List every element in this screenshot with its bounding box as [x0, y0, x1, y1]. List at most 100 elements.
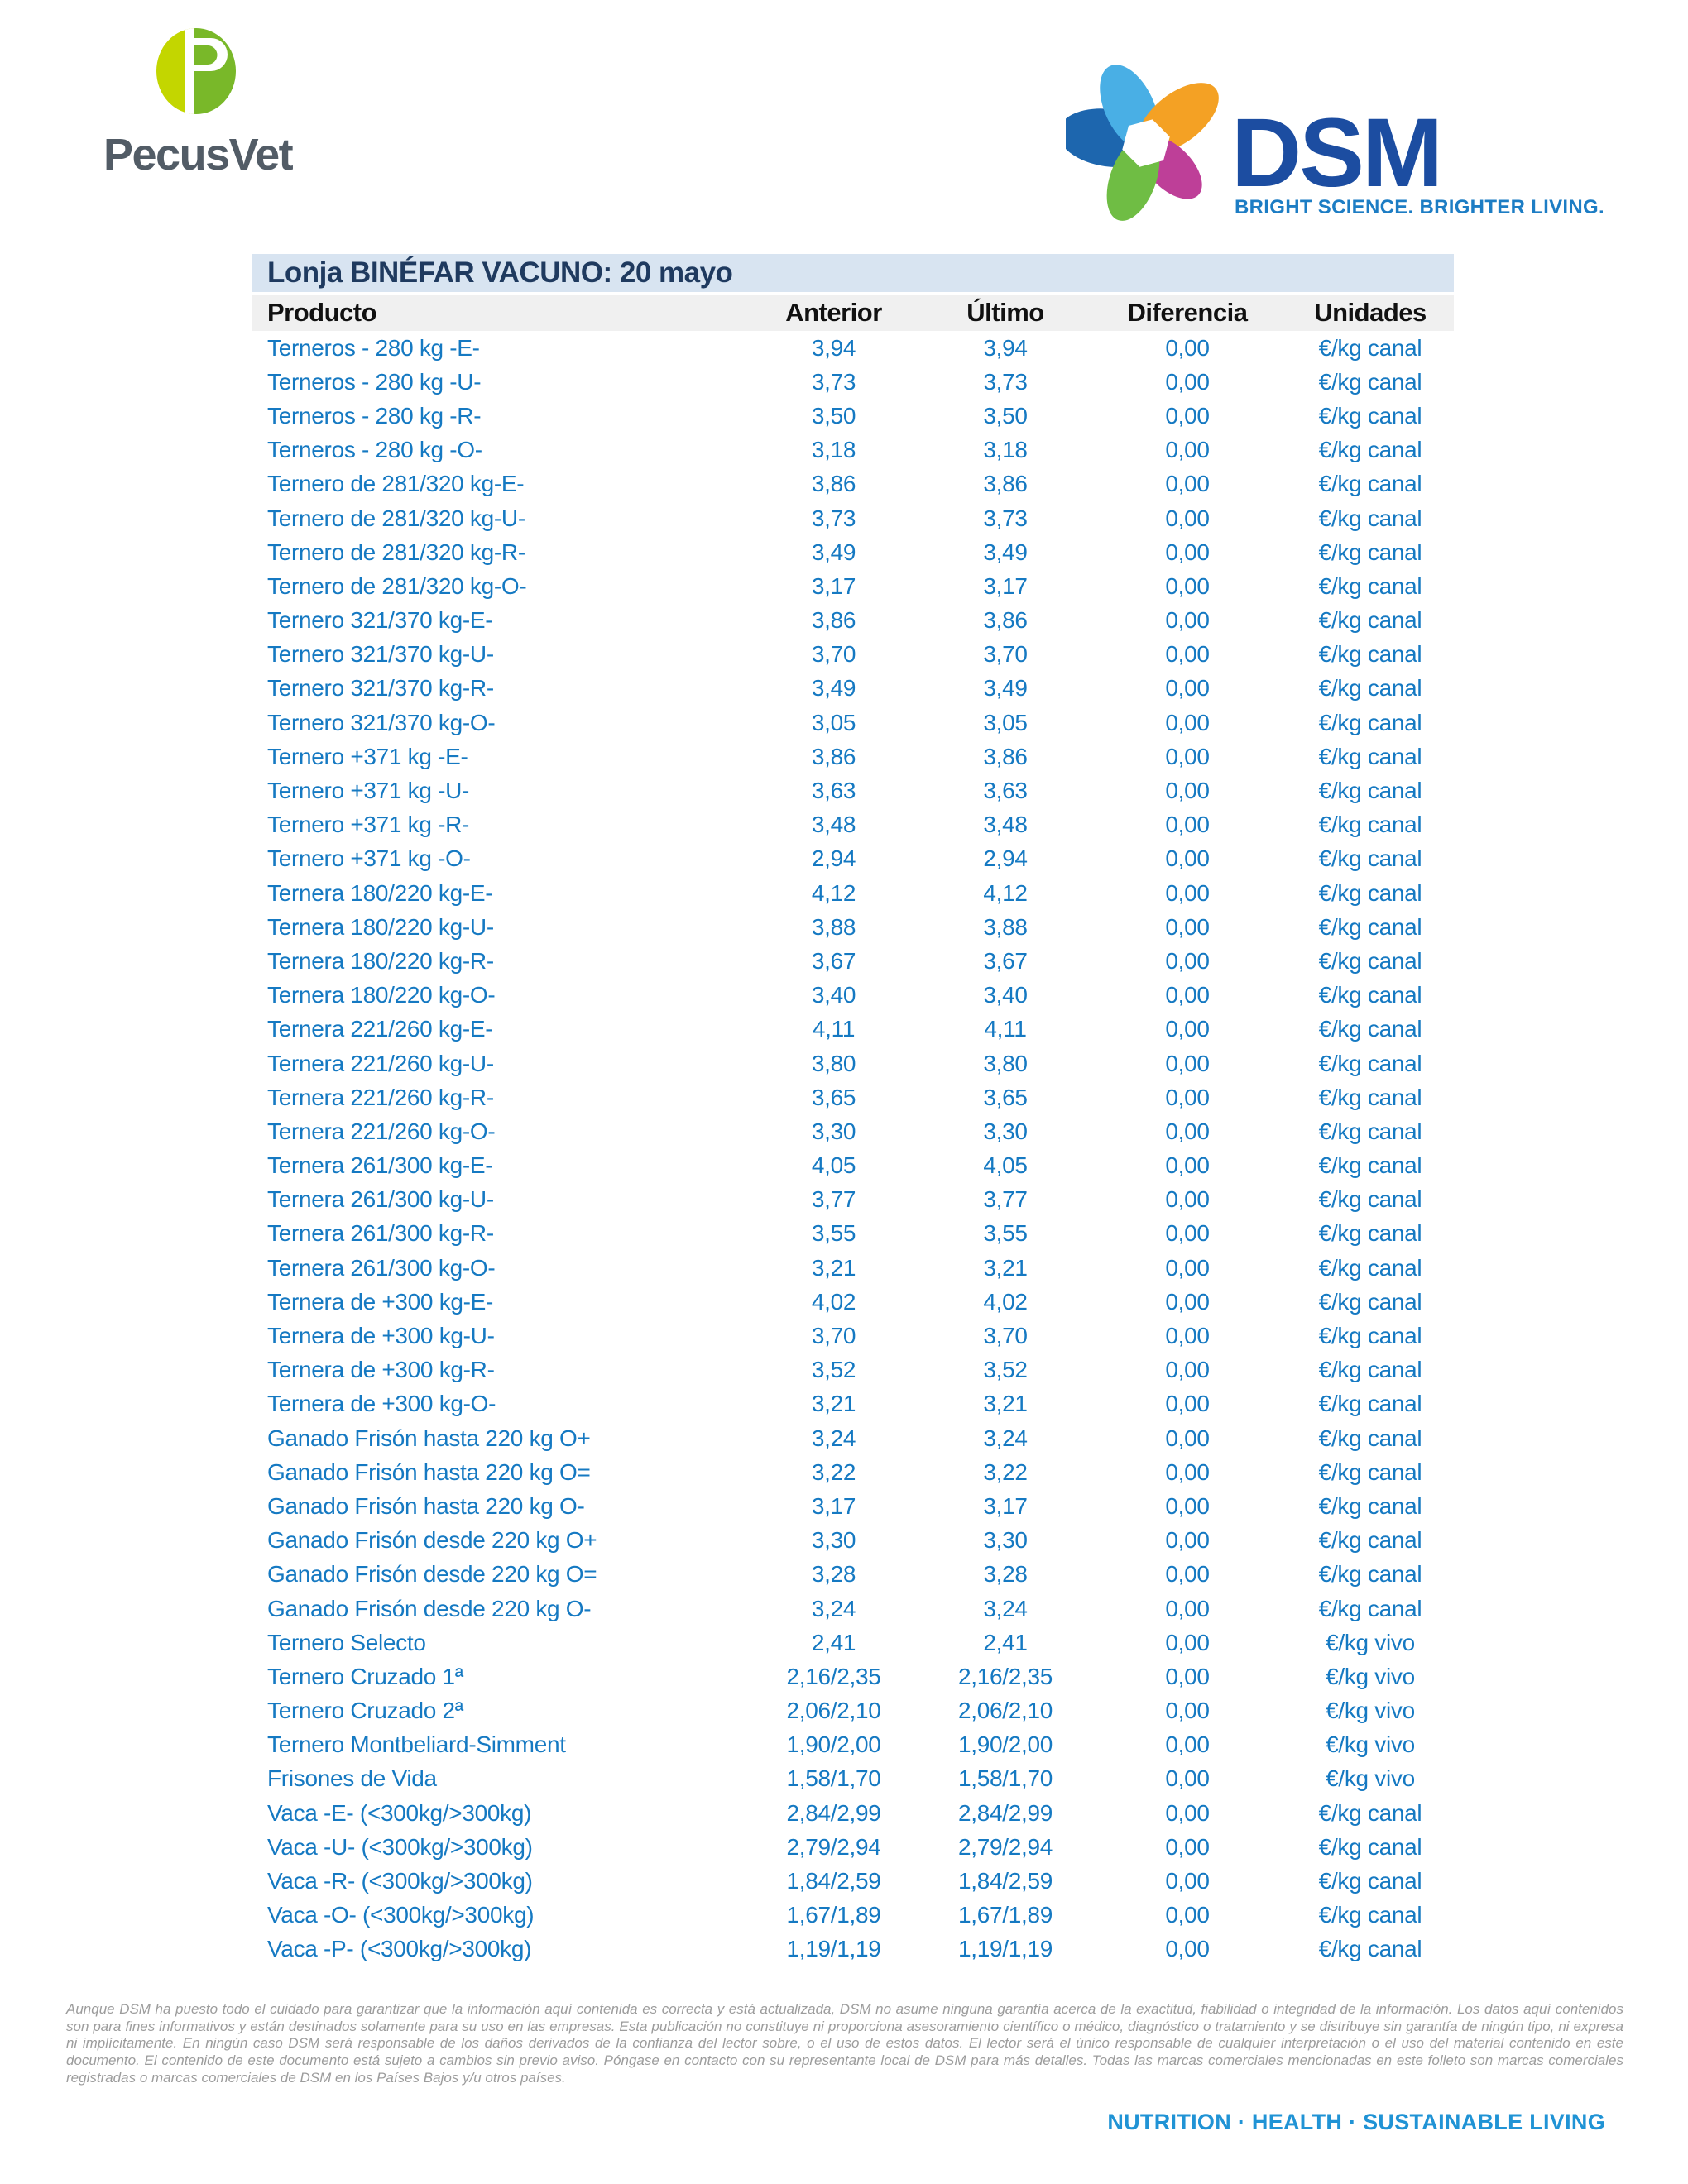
unidades-cell: €/kg canal	[1318, 1220, 1422, 1247]
table-row: Ganado Frisón hasta 220 kg O+ 3,24 3,24 …	[252, 1421, 1454, 1455]
ultimo-cell: 3,49	[983, 539, 1028, 565]
diferencia-cell: 0,00	[1165, 1084, 1210, 1110]
table-row: Ternero +371 kg -O- 2,94 2,94 0,00 €/kg …	[252, 842, 1454, 876]
diferencia-cell: 0,00	[1165, 1731, 1210, 1758]
table-row: Ternera 261/300 kg-U- 3,77 3,77 0,00 €/k…	[252, 1183, 1454, 1217]
diferencia-cell: 0,00	[1165, 1833, 1210, 1860]
table-row: Ternero +371 kg -R- 3,48 3,48 0,00 €/kg …	[252, 808, 1454, 842]
product-cell: Ganado Frisón desde 220 kg O-	[267, 1595, 592, 1621]
product-cell: Ternera 221/260 kg-U-	[267, 1050, 494, 1076]
unidades-cell: €/kg vivo	[1326, 1629, 1415, 1655]
table-row: Ganado Frisón desde 220 kg O= 3,28 3,28 …	[252, 1558, 1454, 1592]
ultimo-cell: 3,73	[983, 368, 1028, 395]
diferencia-cell: 0,00	[1165, 845, 1210, 872]
anterior-cell: 3,86	[811, 743, 856, 769]
product-cell: Ternera 180/220 kg-U-	[267, 913, 494, 940]
unidades-cell: €/kg canal	[1318, 1118, 1422, 1144]
ultimo-cell: 3,30	[983, 1118, 1028, 1144]
unidades-cell: €/kg canal	[1318, 471, 1422, 497]
unidades-cell: €/kg canal	[1318, 1936, 1422, 1962]
anterior-cell: 3,88	[811, 913, 856, 940]
diferencia-cell: 0,00	[1165, 1902, 1210, 1928]
table-row: Ternero +371 kg -E- 3,86 3,86 0,00 €/kg …	[252, 740, 1454, 774]
product-cell: Vaca -R- (<300kg/>300kg)	[267, 1868, 533, 1894]
product-cell: Terneros - 280 kg -E-	[267, 334, 480, 361]
diferencia-cell: 0,00	[1165, 1698, 1210, 1724]
product-cell: Ternero +371 kg -U-	[267, 778, 470, 804]
table-row: Vaca -E- (<300kg/>300kg) 2,84/2,99 2,84/…	[252, 1796, 1454, 1830]
product-cell: Terneros - 280 kg -U-	[267, 368, 482, 395]
table-row: Ternero Cruzado 2ª 2,06/2,10 2,06/2,10 0…	[252, 1694, 1454, 1728]
product-cell: Ternera 221/260 kg-O-	[267, 1118, 496, 1144]
table-row: Ganado Frisón desde 220 kg O+ 3,30 3,30 …	[252, 1524, 1454, 1558]
table-row: Ternera 180/220 kg-E- 4,12 4,12 0,00 €/k…	[252, 876, 1454, 910]
anterior-cell: 3,24	[811, 1425, 856, 1451]
unidades-cell: €/kg canal	[1318, 1833, 1422, 1860]
anterior-cell: 3,73	[811, 505, 856, 531]
product-cell: Ternero de 281/320 kg-O-	[267, 572, 527, 599]
dsm-wordmark: DSM	[1231, 98, 1443, 208]
unidades-cell: €/kg canal	[1318, 675, 1422, 702]
diferencia-cell: 0,00	[1165, 368, 1210, 395]
diferencia-cell: 0,00	[1165, 1527, 1210, 1554]
ultimo-cell: 3,28	[983, 1561, 1028, 1588]
column-header-diferencia: Diferencia	[1127, 298, 1248, 327]
legal-disclaimer: Aunque DSM ha puesto todo el cuidado par…	[66, 2001, 1623, 2086]
diferencia-cell: 0,00	[1165, 1152, 1210, 1179]
table-row: Ganado Frisón hasta 220 kg O= 3,22 3,22 …	[252, 1455, 1454, 1489]
product-cell: Ternero 321/370 kg-O-	[267, 709, 496, 735]
ultimo-cell: 2,79/2,94	[957, 1833, 1053, 1860]
product-cell: Ternera 180/220 kg-O-	[267, 982, 496, 1008]
anterior-cell: 3,18	[811, 437, 856, 463]
product-cell: Ternera de +300 kg-O-	[267, 1391, 496, 1417]
table-row: Ternera 221/260 kg-O- 3,30 3,30 0,00 €/k…	[252, 1114, 1454, 1148]
product-cell: Ternero Cruzado 2ª	[267, 1698, 463, 1724]
unidades-cell: €/kg canal	[1318, 572, 1422, 599]
diferencia-cell: 0,00	[1165, 1629, 1210, 1655]
table-row: Ternero 321/370 kg-U- 3,70 3,70 0,00 €/k…	[252, 638, 1454, 672]
dsm-tagline: BRIGHT SCIENCE. BRIGHTER LIVING.	[1235, 196, 1604, 218]
table-row: Ternero de 281/320 kg-E- 3,86 3,86 0,00 …	[252, 467, 1454, 501]
anterior-cell: 1,58/1,70	[786, 1765, 881, 1792]
anterior-cell: 3,65	[811, 1084, 856, 1110]
table-row: Ganado Frisón desde 220 kg O- 3,24 3,24 …	[252, 1592, 1454, 1626]
pecusvet-wordmark: PecusVet	[103, 130, 294, 180]
ultimo-cell: 3,63	[983, 778, 1028, 804]
diferencia-cell: 0,00	[1165, 1016, 1210, 1042]
table-row: Ternero de 281/320 kg-R- 3,49 3,49 0,00 …	[252, 535, 1454, 569]
product-cell: Ternera 261/300 kg-R-	[267, 1220, 494, 1247]
unidades-cell: €/kg canal	[1318, 1254, 1422, 1281]
anterior-cell: 3,63	[811, 778, 856, 804]
diferencia-cell: 0,00	[1165, 437, 1210, 463]
table-row: Ternero +371 kg -U- 3,63 3,63 0,00 €/kg …	[252, 774, 1454, 807]
anterior-cell: 3,55	[811, 1220, 856, 1247]
anterior-cell: 3,05	[811, 709, 856, 735]
diferencia-cell: 0,00	[1165, 641, 1210, 668]
ultimo-cell: 3,86	[983, 743, 1028, 769]
product-cell: Ganado Frisón desde 220 kg O+	[267, 1527, 597, 1554]
unidades-cell: €/kg vivo	[1326, 1663, 1415, 1689]
ultimo-cell: 1,58/1,70	[957, 1765, 1053, 1792]
table-row: Ternero Cruzado 1ª 2,16/2,35 2,16/2,35 0…	[252, 1660, 1454, 1693]
unidades-cell: €/kg canal	[1318, 1561, 1422, 1588]
diferencia-cell: 0,00	[1165, 1220, 1210, 1247]
anterior-cell: 3,17	[811, 572, 856, 599]
table-header-row: Producto Anterior Último Diferencia Unid…	[252, 295, 1454, 331]
diferencia-cell: 0,00	[1165, 1186, 1210, 1213]
anterior-cell: 3,94	[811, 334, 856, 361]
ultimo-cell: 3,77	[983, 1186, 1028, 1213]
anterior-cell: 3,70	[811, 1323, 856, 1349]
unidades-cell: €/kg canal	[1318, 879, 1422, 906]
product-cell: Terneros - 280 kg -R-	[267, 402, 482, 429]
unidades-cell: €/kg vivo	[1326, 1765, 1415, 1792]
anterior-cell: 4,12	[811, 879, 856, 906]
anterior-cell: 2,94	[811, 845, 856, 872]
diferencia-cell: 0,00	[1165, 1492, 1210, 1519]
ultimo-cell: 1,90/2,00	[957, 1731, 1053, 1758]
unidades-cell: €/kg canal	[1318, 1868, 1422, 1894]
product-cell: Ternero de 281/320 kg-U-	[267, 505, 525, 531]
column-header-anterior: Anterior	[785, 298, 882, 327]
diferencia-cell: 0,00	[1165, 947, 1210, 974]
product-cell: Ganado Frisón hasta 220 kg O=	[267, 1458, 591, 1485]
column-header-ultimo: Último	[966, 298, 1044, 327]
